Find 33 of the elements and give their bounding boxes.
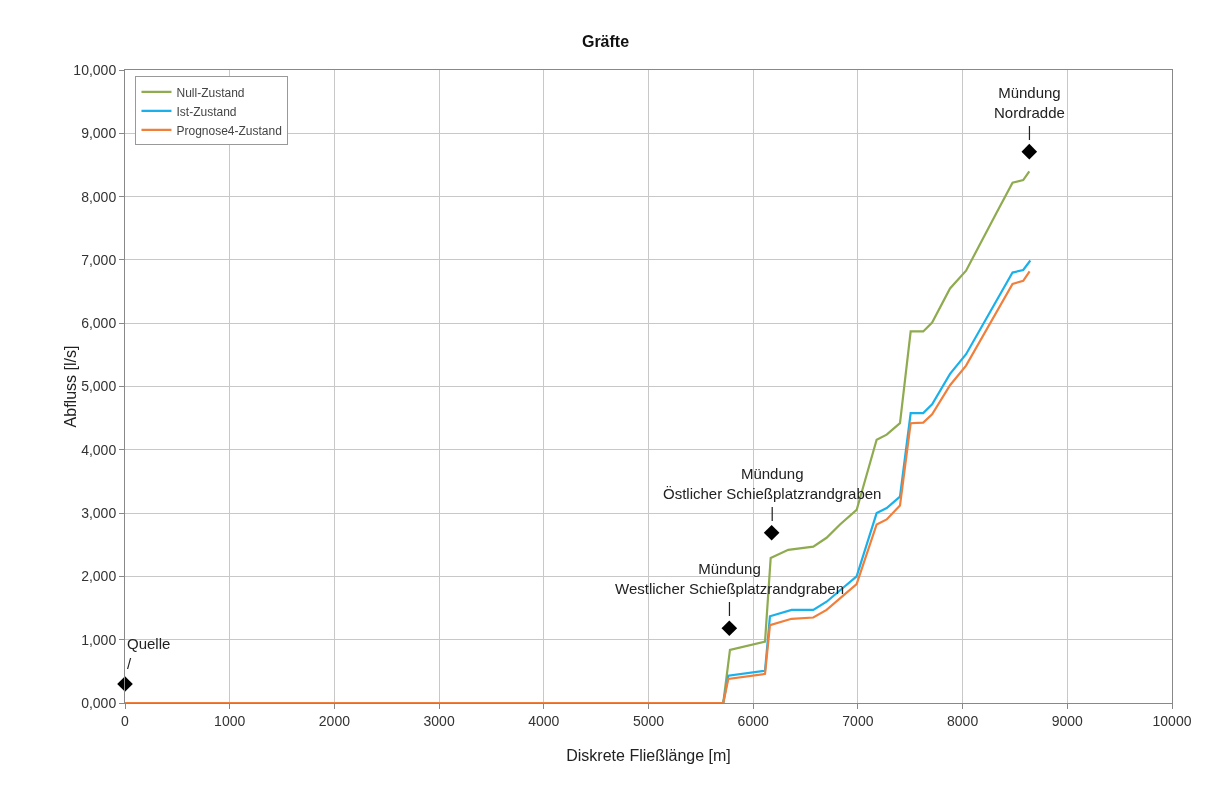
y-tick-label: 1,000: [81, 631, 117, 648]
y-tick-label: 4,000: [81, 441, 117, 458]
annotation: Mündung Nordradde |: [994, 84, 1065, 140]
x-tick-label: 10000: [1152, 712, 1192, 729]
y-tick-label: 8,000: [81, 188, 117, 205]
x-tick-label: 5000: [632, 712, 665, 729]
point: [1021, 143, 1038, 160]
y-tick-label: 6,000: [81, 315, 117, 332]
x-tick-label: 2000: [318, 712, 351, 729]
annotation: Quelle /: [127, 635, 171, 672]
y-tick-label: 9,000: [81, 125, 117, 142]
legend-label: Ist-Zustand: [176, 104, 237, 119]
y-tick-label: 0,000: [81, 694, 117, 711]
x-tick-label: 1000: [214, 712, 246, 729]
point: [763, 524, 780, 541]
y-tick-label: 2,000: [81, 568, 117, 585]
x-tick-label: 8000: [947, 712, 979, 729]
x-tick-label: 0: [121, 712, 130, 729]
x-tick-label: 9000: [1051, 712, 1084, 729]
y-tick-label: 10,000: [73, 61, 117, 78]
y-tick-label: 3,000: [81, 505, 117, 521]
x-tick-label: 7000: [842, 712, 874, 729]
x-axis-title: Diskrete Fließlänge [m]: [566, 747, 731, 764]
x-tick-label: 3000: [423, 712, 455, 729]
y-tick-label: 5,000: [81, 378, 117, 395]
x-tick-label: 4000: [528, 712, 560, 729]
x-tick-label: 6000: [737, 712, 769, 729]
chart-title: Gräfte: [581, 32, 630, 50]
legend-label: Prognose4-Zustand: [176, 123, 282, 138]
legend-label: Null-Zustand: [176, 85, 245, 100]
point: [721, 620, 738, 637]
y-tick-label: 7,000: [81, 251, 117, 268]
y-axis-title: Abfluss [l/s]: [62, 345, 80, 428]
